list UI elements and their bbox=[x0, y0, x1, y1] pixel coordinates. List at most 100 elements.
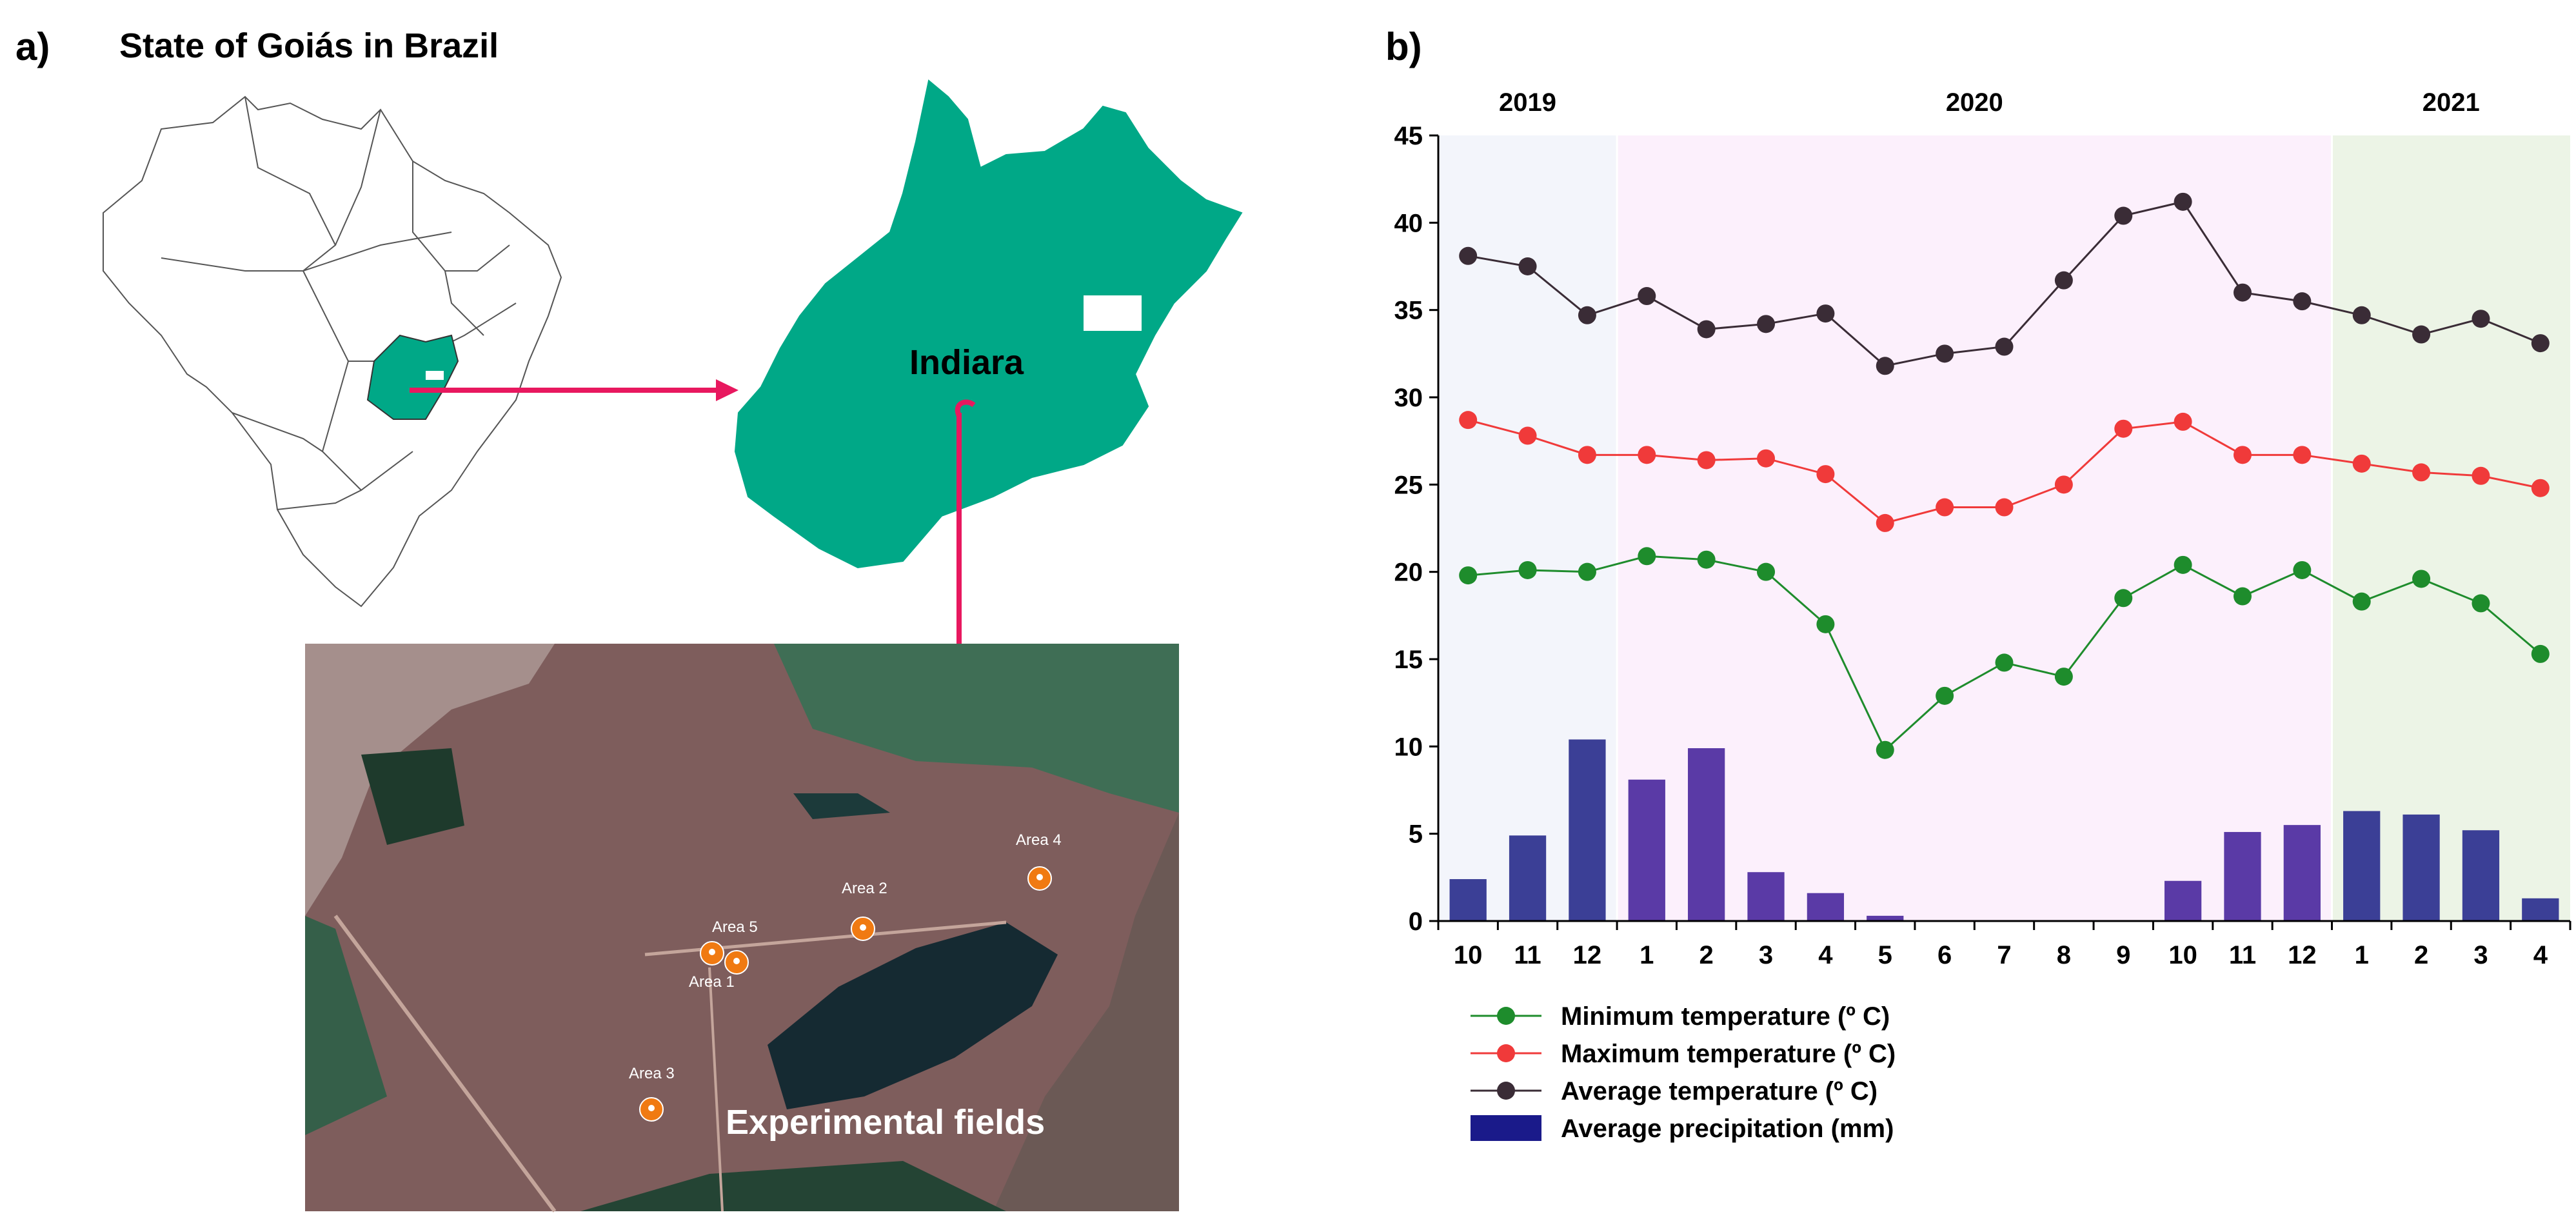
pin-area-4 bbox=[1027, 866, 1052, 891]
x-tick-label: 12 bbox=[1573, 941, 1602, 969]
x-tick-label: 9 bbox=[2116, 941, 2130, 969]
series-point-2 bbox=[1638, 287, 1656, 306]
series-point-2 bbox=[2114, 206, 2133, 225]
series-point-1 bbox=[1459, 411, 1478, 430]
precipitation-bar bbox=[2403, 814, 2440, 921]
y-tick-label: 25 bbox=[1394, 471, 1423, 499]
satellite-photo bbox=[305, 644, 1179, 1213]
series-point-2 bbox=[2412, 325, 2431, 344]
series-point-2 bbox=[2054, 271, 2073, 290]
series-point-2 bbox=[2472, 310, 2490, 328]
legend-swatch bbox=[1471, 1115, 1541, 1141]
series-point-1 bbox=[2174, 412, 2192, 431]
series-point-0 bbox=[2114, 589, 2133, 608]
series-point-0 bbox=[1518, 560, 1537, 579]
x-tick-label: 10 bbox=[1454, 941, 1483, 969]
precipitation-bar bbox=[1867, 915, 1904, 921]
year-label: 2021 bbox=[2422, 88, 2480, 117]
x-tick-label: 4 bbox=[2533, 941, 2548, 969]
series-point-0 bbox=[2233, 587, 2252, 606]
series-point-0 bbox=[1816, 615, 1835, 633]
x-tick-label: 5 bbox=[1878, 941, 1892, 969]
federal-district bbox=[1084, 295, 1142, 331]
series-point-0 bbox=[1697, 550, 1716, 569]
series-point-1 bbox=[1995, 498, 2014, 517]
x-tick-label: 6 bbox=[1937, 941, 1952, 969]
series-point-0 bbox=[1578, 562, 1596, 581]
area-pins bbox=[639, 866, 1052, 1122]
series-point-0 bbox=[1638, 547, 1656, 566]
series-point-1 bbox=[1816, 465, 1835, 484]
series-point-2 bbox=[2352, 306, 2371, 324]
series-point-0 bbox=[2412, 570, 2431, 588]
precipitation-bar bbox=[1449, 879, 1487, 921]
series-point-2 bbox=[2174, 192, 2192, 211]
year-label: 2020 bbox=[1946, 88, 2003, 117]
x-tick-label: 7 bbox=[1997, 941, 2011, 969]
x-tick-label: 4 bbox=[1818, 941, 1833, 969]
y-tick-label: 35 bbox=[1394, 297, 1423, 325]
series-point-2 bbox=[2293, 292, 2312, 311]
series-point-2 bbox=[1876, 357, 1894, 375]
precipitation-bar bbox=[2343, 811, 2381, 921]
series-point-0 bbox=[1876, 740, 1894, 759]
y-tick-label: 15 bbox=[1394, 646, 1423, 674]
y-tick-label: 10 bbox=[1394, 733, 1423, 761]
precipitation-bar bbox=[2283, 825, 2321, 921]
area-5-label: Area 5 bbox=[712, 918, 758, 936]
y-tick-label: 0 bbox=[1409, 907, 1423, 936]
panel-a-label: a) bbox=[15, 25, 50, 68]
brazil-map bbox=[103, 95, 562, 608]
area-1-label: Area 1 bbox=[689, 973, 735, 991]
series-point-1 bbox=[2114, 419, 2133, 438]
x-tick-label: 1 bbox=[2355, 941, 2369, 969]
x-tick-label: 8 bbox=[2057, 941, 2071, 969]
precipitation-bar bbox=[1747, 872, 1785, 921]
precipitation-bar bbox=[1569, 739, 1606, 921]
chart-legend: Minimum temperature (º C) Maximum tempera… bbox=[1471, 1002, 1896, 1143]
legend-label: Average precipitation (mm) bbox=[1561, 1115, 1894, 1143]
series-point-2 bbox=[1816, 304, 1835, 323]
precipitation-bar bbox=[1509, 835, 1547, 921]
y-tick-label: 20 bbox=[1394, 559, 1423, 587]
series-point-2 bbox=[1459, 246, 1478, 265]
precipitation-bar bbox=[1628, 779, 1665, 921]
x-tick-label: 2 bbox=[1699, 941, 1714, 969]
series-point-1 bbox=[1578, 446, 1596, 464]
series-point-0 bbox=[2531, 644, 2550, 663]
series-point-1 bbox=[2531, 479, 2550, 497]
x-tick-label: 10 bbox=[2168, 941, 2197, 969]
x-tick-label: 1 bbox=[1640, 941, 1654, 969]
series-point-1 bbox=[1876, 513, 1894, 532]
legend-label: Minimum temperature (º C) bbox=[1561, 1002, 1890, 1031]
year-label: 2019 bbox=[1499, 88, 1556, 117]
photo-caption: Experimental fields bbox=[726, 1103, 1045, 1142]
x-tick-label: 11 bbox=[2229, 941, 2256, 969]
precipitation-bar bbox=[2522, 898, 2559, 921]
pin-area-2 bbox=[851, 917, 875, 941]
series-point-0 bbox=[1459, 566, 1478, 585]
series-point-1 bbox=[2352, 454, 2371, 473]
series-point-1 bbox=[2412, 463, 2431, 482]
series-point-0 bbox=[2293, 560, 2312, 579]
series-point-2 bbox=[1578, 306, 1596, 324]
series-point-1 bbox=[2233, 446, 2252, 464]
year-backgrounds bbox=[1438, 135, 2570, 921]
series-point-0 bbox=[2054, 668, 2073, 686]
legend-marker bbox=[1497, 1007, 1515, 1025]
pin-area-1 bbox=[724, 950, 749, 975]
x-tick-label: 11 bbox=[1514, 941, 1541, 969]
year-band-2021 bbox=[2332, 135, 2570, 921]
precipitation-bar bbox=[2462, 830, 2500, 921]
map-panel: Indiara Area 4 Area 2 Area 5 Area 1 Area… bbox=[103, 79, 1243, 1213]
area-3-label: Area 3 bbox=[629, 1065, 675, 1082]
goias-small-highlight bbox=[366, 334, 459, 420]
series-point-1 bbox=[1936, 498, 1954, 517]
series-point-2 bbox=[2531, 334, 2550, 353]
series-point-1 bbox=[1638, 446, 1656, 464]
series-point-2 bbox=[2233, 283, 2252, 302]
city-label: Indiara bbox=[909, 343, 1024, 382]
series-point-2 bbox=[1995, 337, 2014, 356]
